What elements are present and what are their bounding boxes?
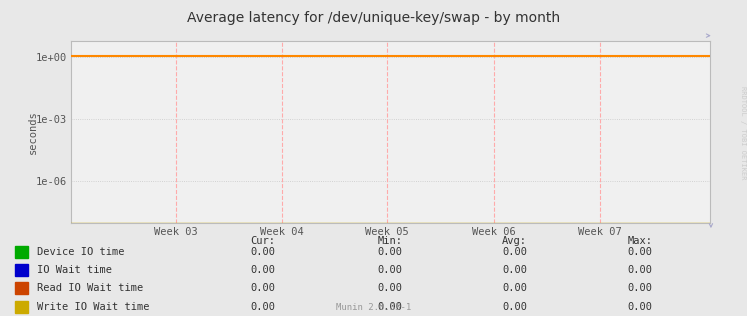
Text: 0.00: 0.00	[250, 246, 275, 257]
Text: 0.00: 0.00	[377, 283, 402, 293]
Text: 0.00: 0.00	[502, 265, 527, 275]
Text: Max:: Max:	[627, 236, 652, 246]
Text: 0.00: 0.00	[250, 301, 275, 312]
Text: IO Wait time: IO Wait time	[37, 265, 112, 275]
Y-axis label: seconds: seconds	[28, 110, 38, 154]
Text: Cur:: Cur:	[250, 236, 275, 246]
Text: Munin 2.0.33-1: Munin 2.0.33-1	[336, 303, 411, 312]
Text: 0.00: 0.00	[502, 301, 527, 312]
Text: 0.00: 0.00	[377, 246, 402, 257]
Text: 0.00: 0.00	[627, 265, 652, 275]
Text: Read IO Wait time: Read IO Wait time	[37, 283, 143, 293]
Text: Avg:: Avg:	[502, 236, 527, 246]
Text: Average latency for /dev/unique-key/swap - by month: Average latency for /dev/unique-key/swap…	[187, 11, 560, 25]
Text: 0.00: 0.00	[627, 283, 652, 293]
Text: Device IO time: Device IO time	[37, 246, 125, 257]
Text: 0.00: 0.00	[502, 246, 527, 257]
Text: 0.00: 0.00	[502, 283, 527, 293]
Text: 0.00: 0.00	[377, 265, 402, 275]
Text: 0.00: 0.00	[250, 265, 275, 275]
Text: 0.00: 0.00	[377, 301, 402, 312]
Text: RRDTOOL / TOBI OETIKER: RRDTOOL / TOBI OETIKER	[740, 86, 746, 179]
Text: 0.00: 0.00	[627, 301, 652, 312]
Text: Write IO Wait time: Write IO Wait time	[37, 301, 150, 312]
Text: 0.00: 0.00	[250, 283, 275, 293]
Text: Min:: Min:	[377, 236, 402, 246]
Text: 0.00: 0.00	[627, 246, 652, 257]
